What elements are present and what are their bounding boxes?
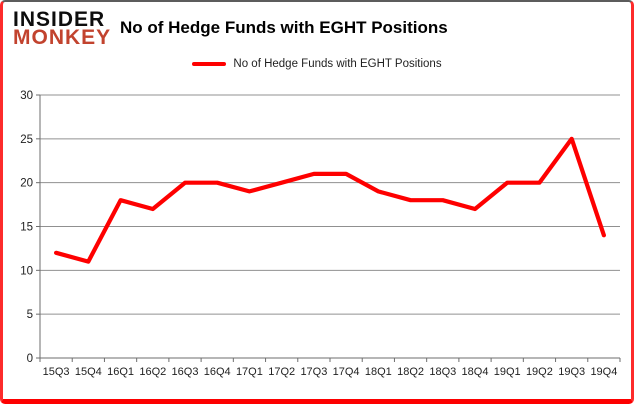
chart-title: No of Hedge Funds with EGHT Positions bbox=[120, 18, 448, 37]
y-axis-label: 5 bbox=[27, 309, 33, 321]
x-axis-label: 17Q3 bbox=[300, 366, 327, 378]
legend-label: No of Hedge Funds with EGHT Positions bbox=[233, 58, 442, 70]
y-axis-label: 15 bbox=[20, 222, 33, 234]
y-axis-label: 30 bbox=[20, 90, 33, 102]
x-axis-label: 19Q3 bbox=[558, 366, 585, 378]
x-axis-label: 18Q4 bbox=[462, 366, 489, 378]
x-axis-label: 18Q1 bbox=[365, 366, 392, 378]
y-axis-label: 0 bbox=[27, 353, 33, 365]
y-axis-label: 10 bbox=[20, 265, 33, 277]
x-axis-label: 18Q3 bbox=[429, 366, 456, 378]
logo-text-insider: INSIDER bbox=[13, 8, 106, 31]
x-axis-label: 16Q2 bbox=[139, 366, 166, 378]
x-axis-label: 16Q3 bbox=[172, 366, 199, 378]
y-axis-label: 20 bbox=[20, 178, 33, 190]
chart-svg: 0 5 10 15 20 25 30 15Q3 15Q4 16Q1 16Q2 16Q3 16Q4 17Q1… bbox=[20, 90, 621, 378]
insider-monkey-logo: INSIDER MONKEY bbox=[13, 8, 112, 50]
x-axis-label: 17Q1 bbox=[236, 366, 263, 378]
x-axis-label: 15Q3 bbox=[43, 366, 70, 378]
x-axis-label: 15Q4 bbox=[75, 366, 102, 378]
x-axis-label: 18Q2 bbox=[397, 366, 424, 378]
legend-line-swatch bbox=[192, 62, 227, 66]
x-axis-label: 17Q2 bbox=[268, 366, 295, 378]
x-axis-label: 19Q1 bbox=[494, 366, 521, 378]
y-axis-label: 25 bbox=[20, 134, 33, 146]
x-axis-label: 19Q2 bbox=[526, 366, 553, 378]
series-line bbox=[53, 136, 607, 264]
logo-text-monkey: MONKEY bbox=[13, 26, 112, 50]
x-axis-label: 16Q4 bbox=[204, 366, 231, 378]
x-axis-label: 19Q4 bbox=[590, 366, 617, 378]
x-axis-label: 16Q1 bbox=[107, 366, 134, 378]
x-axis-label: 17Q4 bbox=[333, 366, 360, 378]
legend: No of Hedge Funds with EGHT Positions bbox=[3, 58, 631, 70]
